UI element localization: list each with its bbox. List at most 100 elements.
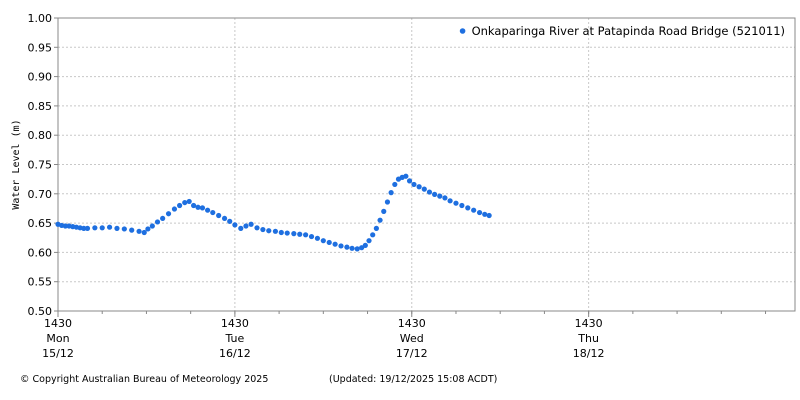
data-point <box>403 173 409 179</box>
data-point <box>84 225 91 231</box>
data-point <box>171 206 178 212</box>
updated-timestamp: (Updated: 19/12/2025 15:08 ACDT) <box>329 374 498 385</box>
y-tick-label: 1.00 <box>28 12 53 25</box>
data-point <box>359 245 365 251</box>
data-point <box>62 223 68 229</box>
data-point <box>421 186 427 192</box>
data-points <box>55 173 492 252</box>
data-point <box>349 245 355 251</box>
x-tick-time: 1430 <box>398 317 426 330</box>
data-point <box>432 191 438 197</box>
data-point <box>482 211 488 217</box>
data-point <box>392 181 398 188</box>
data-point <box>182 199 188 206</box>
data-point <box>92 225 98 231</box>
x-tick-time: 1430 <box>44 317 72 330</box>
data-point <box>377 217 383 223</box>
data-point <box>344 244 350 250</box>
y-tick-label: 0.70 <box>28 188 53 201</box>
data-point <box>248 221 254 227</box>
data-point <box>186 198 192 205</box>
data-point <box>238 225 244 231</box>
x-tick-labels: 1430 Mon 15/12 1430 Tue 16/12 1430 Wed 17/12 1430… <box>42 317 604 360</box>
data-point <box>136 228 142 234</box>
x-tick-date: 18/12 <box>573 347 605 360</box>
y-tick-labels: 0.50 0.55 0.60 0.65 0.70 0.75 0.80 0.85 0.90 0.95… <box>28 12 53 318</box>
data-point <box>373 225 379 231</box>
y-tick-label: 0.80 <box>28 129 53 142</box>
data-point <box>272 228 279 234</box>
y-tick-label: 0.95 <box>28 41 53 54</box>
data-point <box>411 181 417 188</box>
data-point <box>129 227 135 233</box>
data-point <box>426 189 433 195</box>
y-tick-label: 0.85 <box>28 100 53 113</box>
data-point <box>195 204 201 210</box>
data-point <box>243 223 249 229</box>
plot-area-frame <box>57 17 796 312</box>
y-tick-label: 0.60 <box>28 246 53 259</box>
data-point <box>437 193 443 199</box>
data-point <box>486 212 492 219</box>
y-tick-label: 0.65 <box>28 217 53 230</box>
data-point <box>81 225 87 231</box>
grid-lines <box>58 18 795 311</box>
data-point <box>416 184 422 190</box>
legend: Onkaparinga River at Patapinda Road Brid… <box>459 24 785 38</box>
data-point <box>221 215 228 222</box>
data-point <box>191 202 197 209</box>
x-tick-date: 17/12 <box>396 347 428 360</box>
legend-marker <box>459 28 466 34</box>
data-point <box>453 200 459 206</box>
data-point <box>459 202 465 209</box>
data-point <box>297 231 303 237</box>
data-point <box>216 212 222 219</box>
data-point <box>232 222 238 228</box>
data-point <box>366 238 372 244</box>
data-point <box>99 225 105 231</box>
x-tick-day: Tue <box>224 332 244 345</box>
data-point <box>303 232 309 238</box>
x-tick-day: Mon <box>46 332 69 345</box>
copyright-notice: © Copyright Australian Bureau of Meteoro… <box>20 374 269 385</box>
data-point <box>154 219 161 225</box>
data-point <box>354 246 360 252</box>
data-point <box>284 230 290 236</box>
data-point <box>471 207 477 213</box>
data-point <box>314 235 321 241</box>
data-point <box>370 232 376 238</box>
data-point <box>291 231 297 237</box>
x-tick-date: 16/12 <box>219 347 251 360</box>
data-point <box>227 218 233 224</box>
data-point <box>465 205 471 211</box>
data-point <box>447 198 453 204</box>
data-point <box>381 208 387 214</box>
data-point <box>266 228 272 234</box>
data-point <box>406 178 413 184</box>
data-point <box>141 229 147 236</box>
x-tick-date: 15/12 <box>42 347 74 360</box>
data-point <box>205 207 211 213</box>
y-axis-label: Water Level (m) <box>11 119 22 209</box>
data-point <box>278 229 284 236</box>
y-tick-label: 0.55 <box>28 276 53 289</box>
data-point <box>149 223 155 229</box>
legend-label: Onkaparinga River at Patapinda Road Brid… <box>472 24 785 38</box>
data-point <box>177 202 183 209</box>
data-point <box>362 242 368 248</box>
data-point <box>145 226 151 232</box>
data-point <box>320 238 326 244</box>
data-point <box>442 195 448 201</box>
data-point <box>332 241 338 247</box>
x-tick-day: Thu <box>577 332 599 345</box>
data-point <box>199 205 206 211</box>
y-tick-label: 0.75 <box>28 159 53 172</box>
data-point <box>160 215 166 222</box>
data-point <box>308 233 315 240</box>
data-point <box>388 190 394 196</box>
data-point <box>165 211 172 217</box>
data-point <box>476 209 483 216</box>
data-point <box>254 225 260 231</box>
x-tick-day: Wed <box>400 332 424 345</box>
